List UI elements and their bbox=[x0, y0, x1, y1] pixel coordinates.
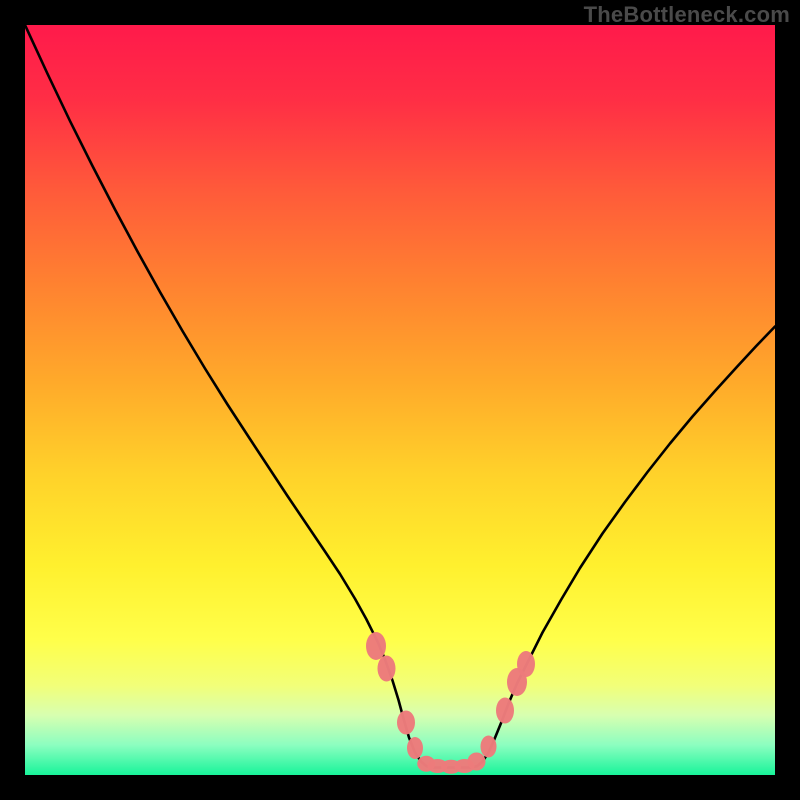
chart-svg bbox=[25, 25, 775, 775]
valley-marker bbox=[397, 711, 415, 735]
plot-area bbox=[25, 25, 775, 775]
valley-marker bbox=[481, 736, 497, 758]
valley-marker bbox=[496, 698, 514, 724]
valley-marker bbox=[366, 632, 386, 660]
valley-marker bbox=[468, 753, 486, 771]
watermark-text: TheBottleneck.com bbox=[584, 2, 790, 28]
valley-marker bbox=[407, 737, 423, 759]
chart-frame: TheBottleneck.com bbox=[0, 0, 800, 800]
gradient-background bbox=[25, 25, 775, 775]
valley-marker bbox=[378, 656, 396, 682]
valley-marker bbox=[517, 651, 535, 677]
